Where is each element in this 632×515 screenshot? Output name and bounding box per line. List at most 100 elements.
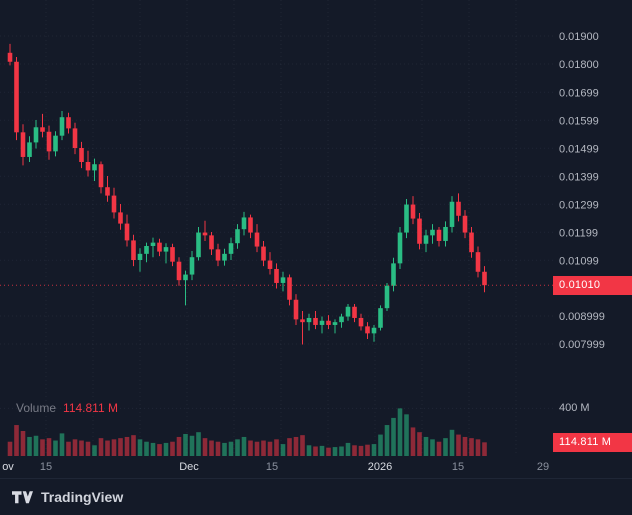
volume-bar	[72, 439, 78, 456]
candle-body	[209, 235, 214, 250]
volume-legend[interactable]: Volume 114.811 M	[16, 401, 118, 415]
candle-body	[170, 247, 175, 262]
candle-body	[189, 257, 195, 275]
volume-bar	[332, 447, 338, 456]
price-axis-label: 0.01900	[559, 31, 599, 43]
candle-body	[215, 249, 221, 261]
candle-body	[157, 242, 162, 252]
candle-body	[150, 242, 156, 246]
time-axis-label: 15	[266, 461, 278, 473]
volume-bar	[170, 441, 175, 456]
candle-body	[443, 226, 448, 241]
candle-body	[176, 261, 182, 281]
volume-bar	[345, 442, 351, 456]
volume-bar	[79, 440, 84, 456]
last-volume-badge: 114.811 M	[553, 432, 632, 452]
candle-body	[352, 306, 357, 318]
candle-body	[137, 253, 143, 260]
volume-bar	[378, 434, 383, 456]
price-axis-label: 0.01499	[559, 143, 599, 155]
volume-bar	[241, 436, 247, 456]
candle-body	[131, 240, 136, 260]
volume-bar	[215, 441, 221, 456]
candle-body	[124, 223, 130, 241]
price-axis-label: 0.01199	[559, 227, 598, 239]
candle-body	[183, 274, 188, 281]
volume-series	[7, 408, 487, 456]
candle-body	[293, 299, 299, 320]
candle-body	[397, 232, 403, 264]
tradingview-logo-link[interactable]: TradingView	[12, 489, 123, 505]
volume-bar	[235, 439, 240, 456]
volume-bar	[293, 436, 299, 456]
volume-bar	[118, 438, 123, 456]
volume-bar	[371, 444, 377, 456]
volume-bar	[462, 436, 468, 456]
candle-body	[384, 285, 390, 309]
candle-body	[449, 201, 455, 227]
volume-bar	[417, 432, 422, 456]
volume-bar	[40, 439, 45, 456]
candle-body	[306, 317, 312, 323]
volume-bar	[92, 445, 97, 456]
volume-bar	[27, 436, 32, 456]
volume-bar	[352, 445, 357, 456]
price-axis-label: 0.01800	[559, 59, 599, 71]
volume-bar	[222, 442, 227, 456]
time-scale[interactable]	[0, 456, 553, 478]
candle-body	[391, 263, 396, 286]
candle-body	[118, 212, 123, 224]
time-axis-label: 15	[40, 461, 52, 473]
volume-bar	[228, 441, 234, 456]
price-axis-label: 0.01299	[559, 199, 599, 211]
volume-bar	[391, 417, 396, 456]
price-axis-label: 0.01599	[559, 115, 599, 127]
candle-body	[202, 232, 208, 236]
time-axis-label: 15	[452, 461, 464, 473]
volume-bar	[306, 445, 312, 456]
volume-axis-max-label: 400 M	[559, 402, 590, 414]
volume-bar	[33, 435, 39, 456]
volume-bar	[384, 425, 390, 456]
volume-bar	[202, 438, 208, 456]
candle-body	[319, 320, 325, 325]
chart-canvas[interactable]: 0.01900 0.01800 0.01699 0.01599 0.01499 0.013…	[0, 0, 632, 478]
price-axis-label: 0.01399	[559, 171, 599, 183]
time-axis-label: 2026	[368, 461, 392, 473]
volume-bar	[53, 440, 58, 456]
price-scale[interactable]	[553, 0, 632, 456]
volume-bar	[124, 436, 130, 456]
candle-body	[417, 218, 422, 244]
volume-bar	[111, 439, 117, 456]
volume-bar	[482, 442, 487, 456]
candle-body	[27, 142, 32, 157]
volume-bar	[105, 440, 110, 456]
price-axis-label: 0.008999	[559, 311, 605, 323]
volume-bar	[254, 441, 260, 456]
candle-body	[378, 308, 383, 328]
candle-body	[235, 229, 240, 244]
volume-bar	[430, 439, 435, 456]
candle-body	[371, 327, 377, 334]
volume-bar	[449, 429, 455, 456]
candle-body	[436, 229, 442, 241]
candle-body	[287, 277, 292, 300]
volume-bar	[469, 438, 474, 456]
candle-body	[79, 148, 84, 162]
candle-body	[105, 187, 110, 196]
tradingview-brand-text: TradingView	[41, 489, 124, 505]
volume-bar	[404, 414, 409, 456]
candle-body	[92, 164, 97, 171]
candle-body	[72, 128, 78, 148]
candle-body	[248, 217, 253, 233]
volume-bar	[46, 438, 52, 456]
volume-bar	[20, 431, 26, 456]
volume-bar	[176, 436, 182, 456]
volume-bar	[150, 442, 156, 456]
tradingview-logo-icon	[12, 490, 33, 503]
candle-body	[241, 217, 247, 230]
candle-body	[222, 253, 227, 261]
candle-body	[339, 316, 344, 323]
candle-body	[423, 235, 429, 244]
